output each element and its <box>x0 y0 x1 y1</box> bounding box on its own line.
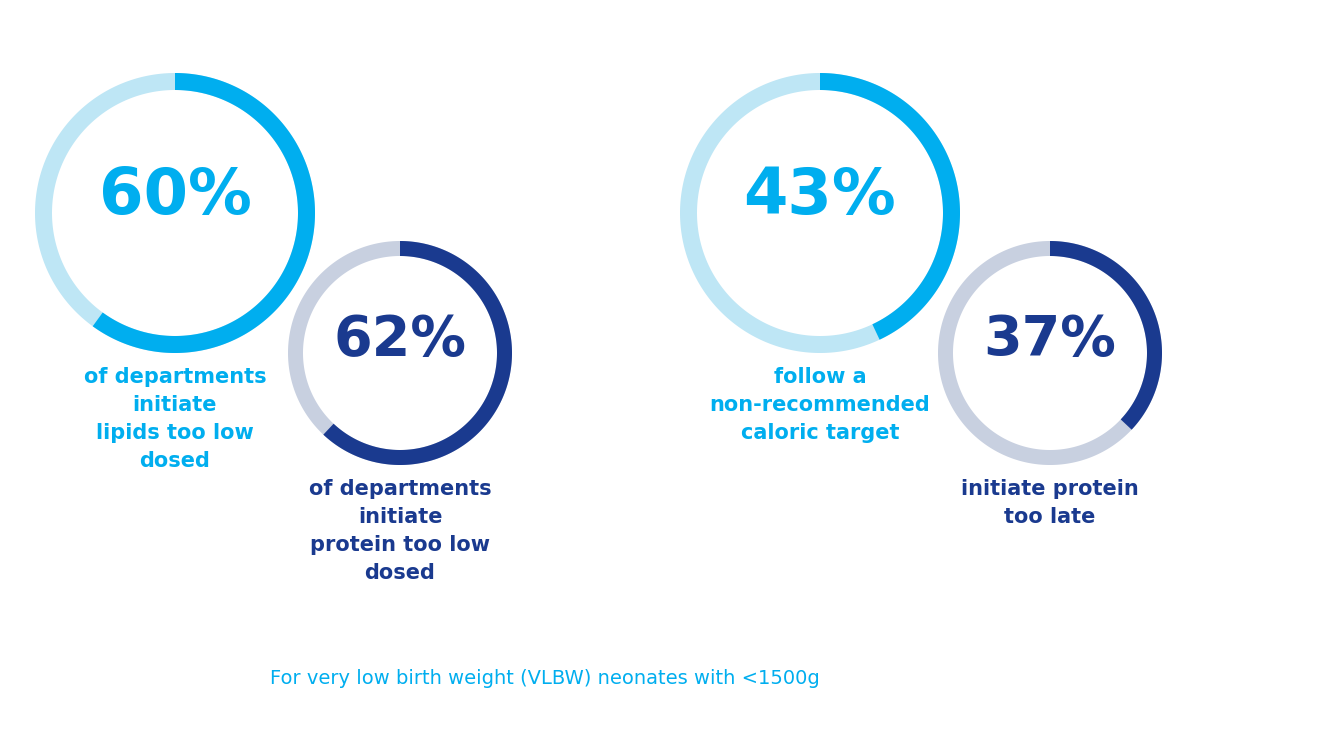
Polygon shape <box>1049 241 1162 429</box>
Polygon shape <box>820 73 960 340</box>
Polygon shape <box>680 73 960 353</box>
Polygon shape <box>92 73 315 353</box>
Polygon shape <box>939 241 1162 465</box>
Text: 60%: 60% <box>99 165 251 227</box>
Polygon shape <box>323 241 512 465</box>
Text: 62%: 62% <box>334 313 466 366</box>
Polygon shape <box>288 241 512 465</box>
Text: follow a
non-recommended
caloric target: follow a non-recommended caloric target <box>710 367 931 443</box>
Text: of departments
initiate
lipids too low
dosed: of departments initiate lipids too low d… <box>83 367 267 471</box>
Polygon shape <box>36 73 315 353</box>
Text: 37%: 37% <box>983 313 1117 366</box>
Text: initiate protein
too late: initiate protein too late <box>961 479 1139 527</box>
Text: 43%: 43% <box>743 165 896 227</box>
Text: For very low birth weight (VLBW) neonates with <1500g: For very low birth weight (VLBW) neonate… <box>271 669 820 688</box>
Text: of departments
initiate
protein too low
dosed: of departments initiate protein too low … <box>309 479 491 583</box>
